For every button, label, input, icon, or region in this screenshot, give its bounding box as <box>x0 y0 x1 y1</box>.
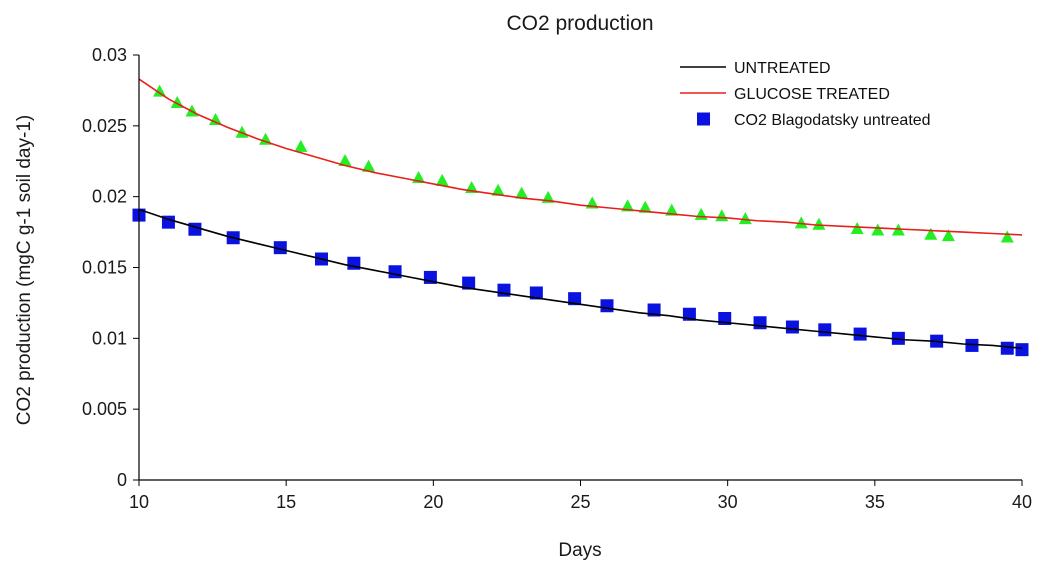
x-tick-label: 15 <box>276 492 296 512</box>
x-tick-label: 25 <box>570 492 590 512</box>
y-tick-label: 0.025 <box>82 116 127 136</box>
y-tick-label: 0 <box>117 470 127 490</box>
data-point-square <box>818 323 832 337</box>
data-point-triangle <box>209 112 223 125</box>
x-tick-label: 20 <box>423 492 443 512</box>
legend: UNTREATED GLUCOSE TREATED CO2 Blagodatsky … <box>680 60 931 129</box>
legend-label: CO2 Blagodatsky untreated <box>734 112 931 129</box>
x-tick-label: 40 <box>1012 492 1032 512</box>
y-tick-label: 0.03 <box>92 45 127 65</box>
data-point-triangle <box>153 84 167 97</box>
data-point-triangle <box>338 154 352 167</box>
data-point-square <box>891 331 905 345</box>
data-point-square <box>965 338 979 352</box>
data-point-triangle <box>491 183 505 196</box>
data-point-triangle <box>665 203 679 216</box>
y-axis-title: CO2 production (mgC g-1 soil day-1) <box>14 115 35 425</box>
data-point-square <box>1015 343 1029 357</box>
data-point-square <box>785 320 799 334</box>
data-point-triangle <box>941 229 955 242</box>
data-point-triangle <box>871 223 885 236</box>
y-tick-label: 0.01 <box>92 328 127 348</box>
series-line-untreated <box>138 208 1023 350</box>
y-tick-label: 0.02 <box>92 187 127 207</box>
data-point-triangle <box>294 139 308 152</box>
y-tick-label: 0.015 <box>82 258 127 278</box>
data-point-square <box>1000 341 1014 355</box>
data-point-triangle <box>850 222 864 235</box>
data-point-triangle <box>435 173 449 186</box>
data-point-square <box>462 276 476 290</box>
data-point-triangle <box>812 217 826 230</box>
data-point-square <box>568 292 582 306</box>
scatter-series-square <box>132 208 1029 357</box>
data-point-square <box>529 286 543 300</box>
data-point-triangle <box>1000 230 1014 243</box>
x-tick-label: 30 <box>718 492 738 512</box>
data-point-square <box>753 316 767 330</box>
y-tick-label: 0.005 <box>82 399 127 419</box>
data-point-triangle <box>362 159 376 172</box>
x-axis-ticks: 10 15 20 25 30 35 40 <box>129 480 1032 512</box>
data-point-triangle <box>621 199 635 212</box>
scatter-series-triangle <box>153 84 1014 243</box>
data-point-triangle <box>259 132 273 145</box>
data-point-triangle <box>638 200 652 213</box>
legend-label: GLUCOSE TREATED <box>734 86 890 103</box>
data-point-square <box>273 241 287 255</box>
data-point-triangle <box>715 209 729 222</box>
data-point-triangle <box>794 216 808 229</box>
x-axis-title: Days <box>558 540 601 561</box>
data-point-triangle <box>924 227 938 240</box>
data-point-triangle <box>738 212 752 225</box>
series-line-glucose-treated <box>138 78 1023 236</box>
data-point-square <box>600 299 614 313</box>
legend-square-swatch <box>697 112 710 126</box>
x-tick-label: 10 <box>129 492 149 512</box>
data-point-square <box>853 327 867 341</box>
data-point-square <box>388 265 402 279</box>
data-point-triangle <box>694 207 708 220</box>
data-point-square <box>188 222 202 236</box>
legend-label: UNTREATED <box>734 60 831 77</box>
plot-series <box>132 78 1029 357</box>
y-axis-ticks: 0 0.005 0.01 0.015 0.02 0.025 0.03 <box>82 45 139 490</box>
x-tick-label: 35 <box>865 492 885 512</box>
data-point-triangle <box>515 186 529 199</box>
chart-title: CO2 production <box>506 12 653 35</box>
